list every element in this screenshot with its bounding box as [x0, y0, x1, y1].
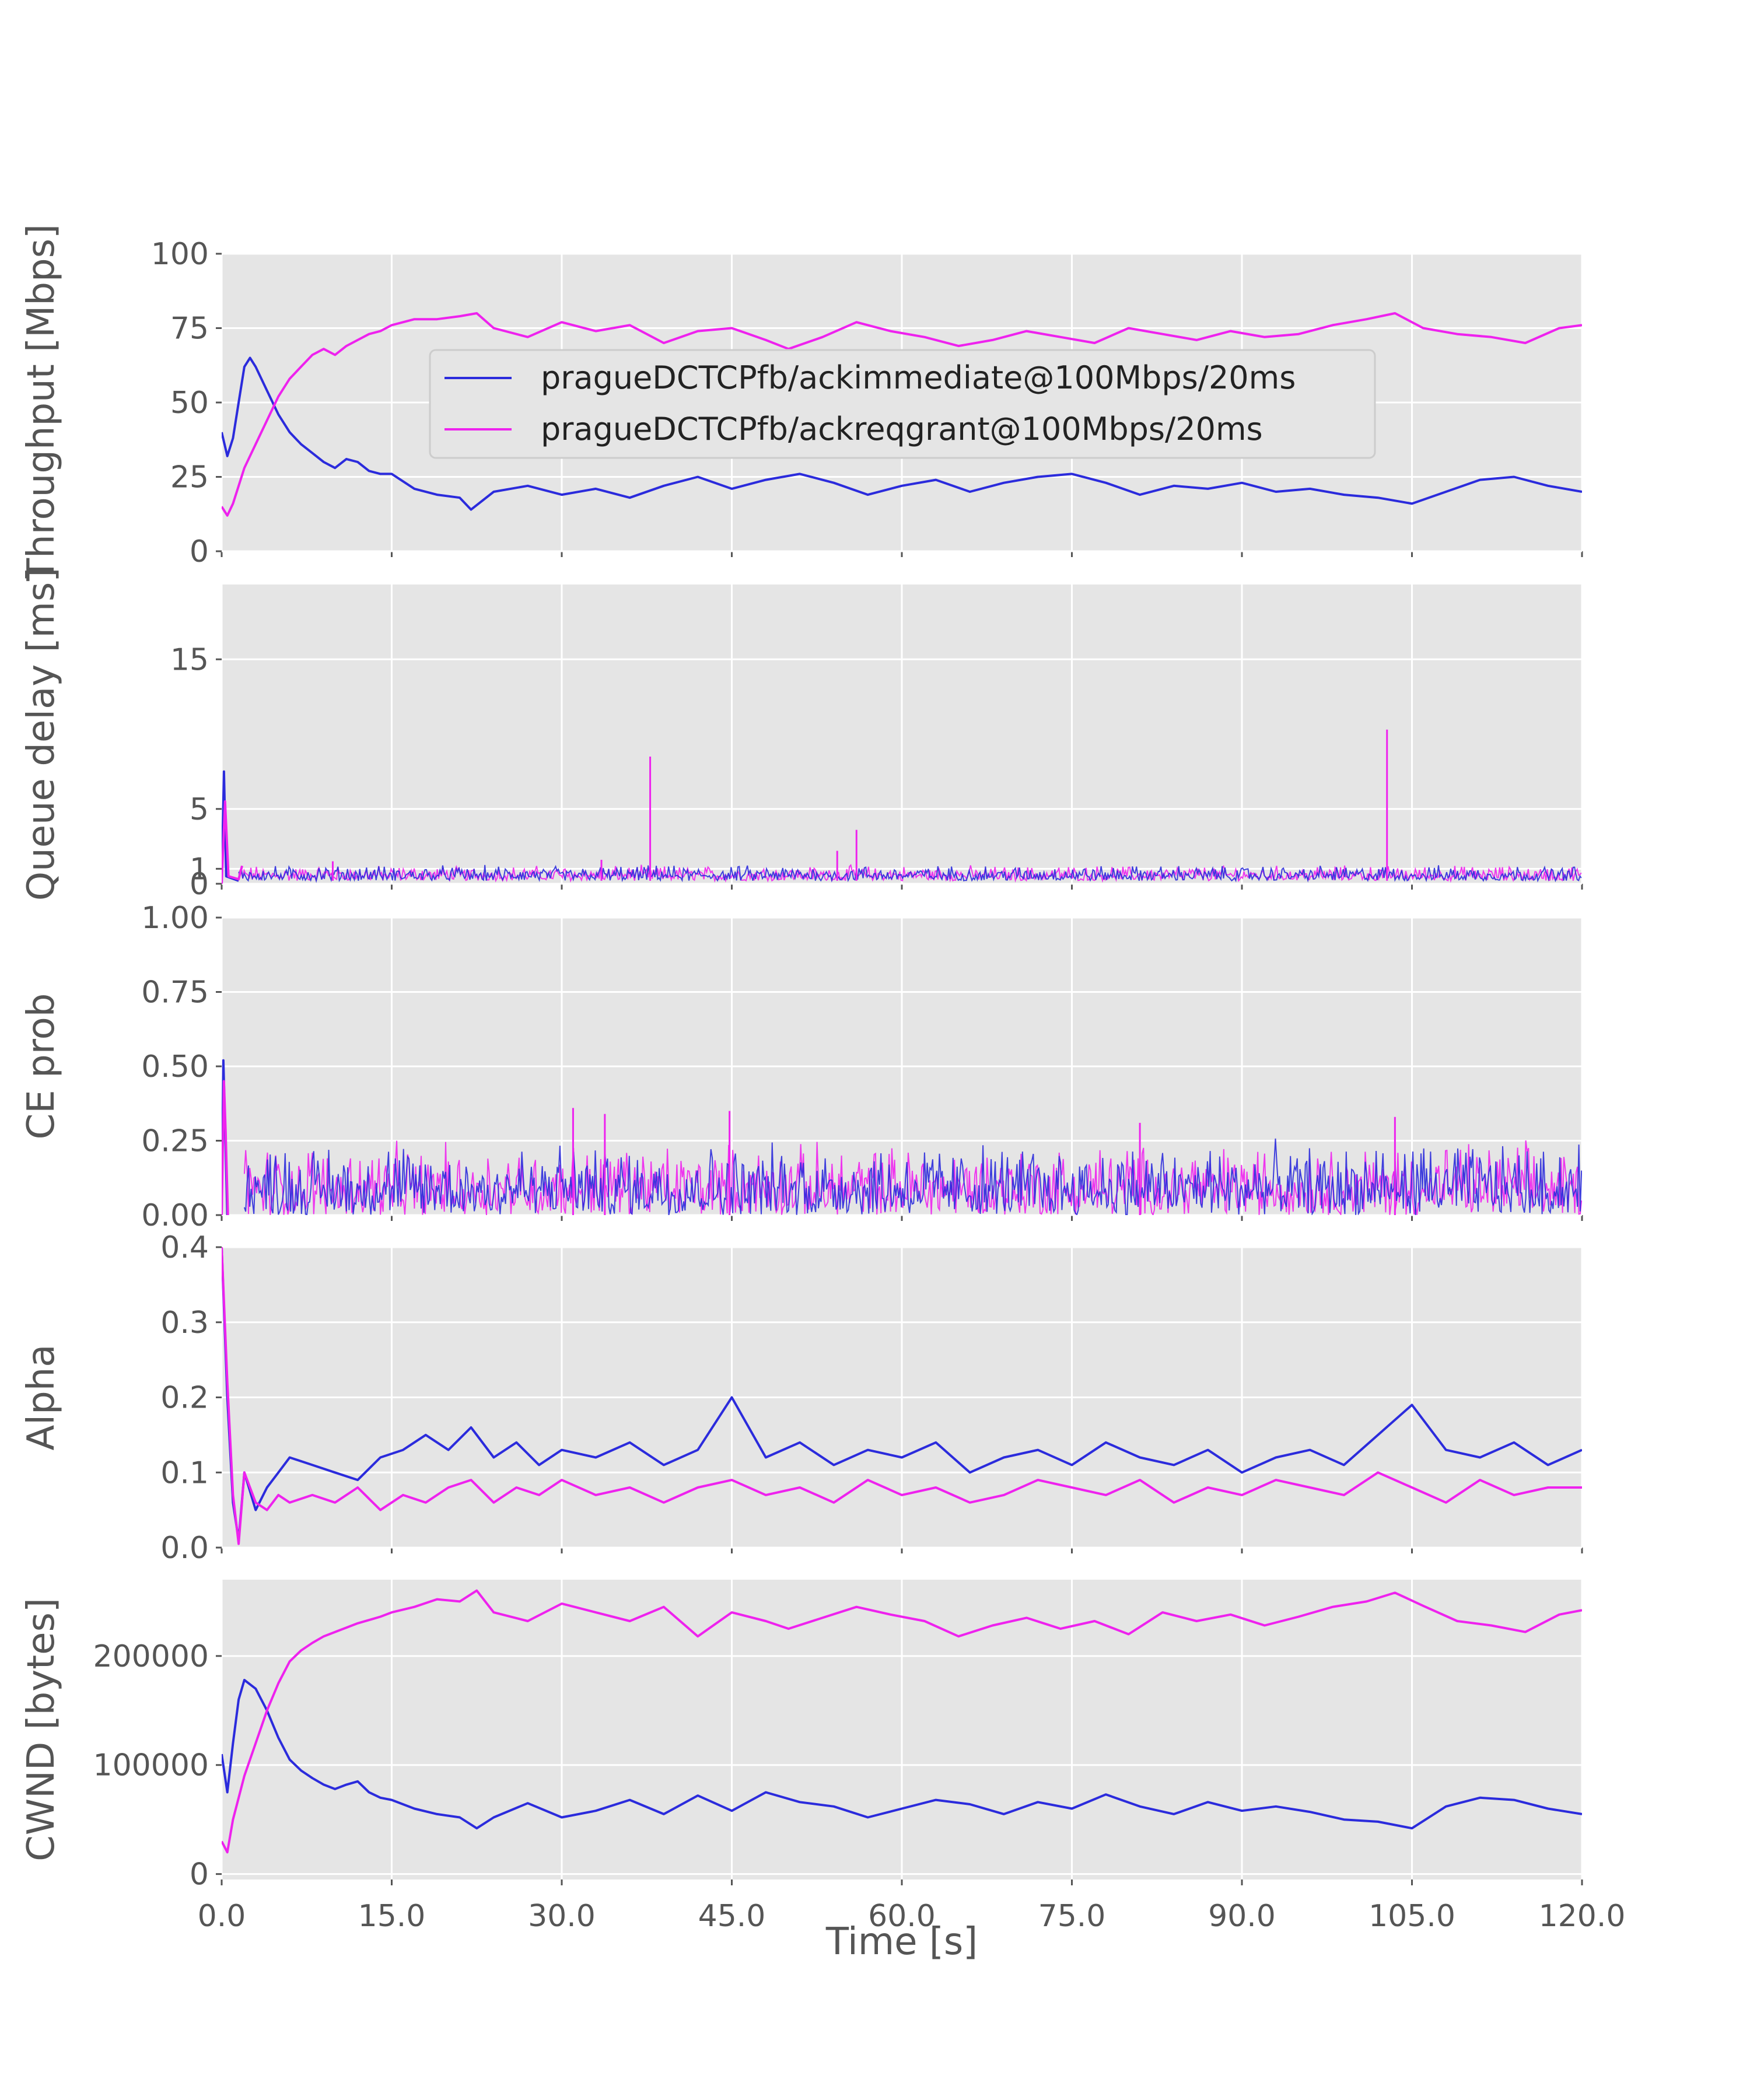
- series-line-praguedctcpfb-ackreqgrant-100mbps-20ms: [222, 1080, 229, 1215]
- panel-cwnd: 0 100000 200000 CWND [bytes]: [20, 1580, 1583, 1892]
- x-tick-label: 0.0: [198, 1899, 246, 1934]
- series-line-praguedctcpfb-ackimmediate-100mbps-20ms: [222, 356, 1582, 511]
- x-tick-label: 45.0: [698, 1899, 766, 1934]
- y-tick-label: 5: [190, 792, 209, 827]
- legend-label: pragueDCTCPfb/ackimmediate@100Mbps/20ms: [541, 359, 1296, 396]
- x-axis: 0.0 15.0 30.0 45.0 60.0 75.0 90.0 105.0 120.0: [198, 1899, 1626, 1934]
- y-axis-label: CE prob: [20, 993, 63, 1140]
- plot-area: [222, 1589, 1582, 1854]
- series-noise-2: [243, 1140, 1582, 1215]
- y-tick-label: 0.1: [160, 1455, 209, 1490]
- panel-alpha: 0.0 0.1 0.2 0.3 0.4 Alpha: [20, 1230, 1583, 1566]
- y-tick-label: 0: [190, 867, 209, 902]
- y-tick-label: 0: [190, 534, 209, 569]
- y-tick-label: 100000: [93, 1748, 209, 1783]
- y-tick-label: 200000: [93, 1639, 209, 1674]
- y-axis-label: CWND [bytes]: [20, 1598, 63, 1861]
- x-axis-label: Time [s]: [825, 1920, 978, 1964]
- y-axis-label: Throughput [Mbps]: [20, 224, 63, 582]
- x-tick-label: 60.0: [868, 1899, 936, 1934]
- y-tick-label: 0.25: [141, 1124, 209, 1159]
- y-tick-label: 100: [151, 237, 209, 272]
- y-tick-label: 50: [170, 386, 209, 421]
- y-tick-label: 0.50: [141, 1049, 209, 1084]
- y-tick-label: 0.0: [160, 1531, 209, 1566]
- x-tick-label: 105.0: [1368, 1899, 1455, 1934]
- series-line-praguedctcpfb-ackreqgrant-100mbps-20ms: [222, 800, 243, 884]
- y-tick-label: 75: [170, 312, 209, 346]
- legend-label: pragueDCTCPfb/ackreqgrant@100Mbps/20ms: [541, 411, 1263, 447]
- y-tick-label: 0.3: [160, 1306, 209, 1340]
- y-tick-label: 15: [170, 642, 209, 677]
- y-tick-label: 0.00: [141, 1198, 209, 1233]
- plot-area: [222, 1247, 1582, 1545]
- series-line-praguedctcpfb-ackimmediate-100mbps-20ms: [222, 1247, 1582, 1542]
- series-line-praguedctcpfb-ackimmediate-100mbps-20ms: [222, 1679, 1582, 1830]
- x-tick-label: 75.0: [1038, 1899, 1106, 1934]
- x-tick-label: 15.0: [358, 1899, 426, 1934]
- series-noise-1: [243, 1138, 1582, 1215]
- y-tick-label: 0: [190, 1857, 209, 1892]
- x-tick-label: 30.0: [528, 1899, 596, 1934]
- y-tick-label: 0.4: [160, 1230, 209, 1265]
- series-line-praguedctcpfb-ackreqgrant-100mbps-20ms: [222, 1247, 1582, 1545]
- panel-ce-prob: 0.00 0.25 0.50 0.75 1.00 CE prob: [20, 901, 1583, 1233]
- y-tick-label: 0.2: [160, 1381, 209, 1416]
- y-tick-label: 25: [170, 460, 209, 495]
- y-tick-label: 0.75: [141, 975, 209, 1010]
- plot-area: [222, 312, 1582, 517]
- x-tick-label: 120.0: [1539, 1899, 1626, 1934]
- y-tick-label: 1: [190, 852, 209, 887]
- series-line-praguedctcpfb-ackreqgrant-100mbps-20ms: [222, 1589, 1582, 1854]
- series-noise-1: [238, 864, 1582, 883]
- y-axis-label: Queue delay [ms]: [20, 568, 63, 901]
- plot-area: [222, 1059, 1582, 1215]
- plot-area: [222, 729, 1582, 884]
- x-tick-label: 90.0: [1208, 1899, 1276, 1934]
- y-axis-label: Alpha: [20, 1345, 63, 1451]
- legend: pragueDCTCPfb/ackimmediate@100Mbps/20ms p…: [429, 349, 1376, 459]
- series-line-praguedctcpfb-ackreqgrant-100mbps-20ms: [222, 312, 1582, 517]
- legend-box: [429, 349, 1376, 459]
- y-tick-label: 1.00: [141, 901, 209, 936]
